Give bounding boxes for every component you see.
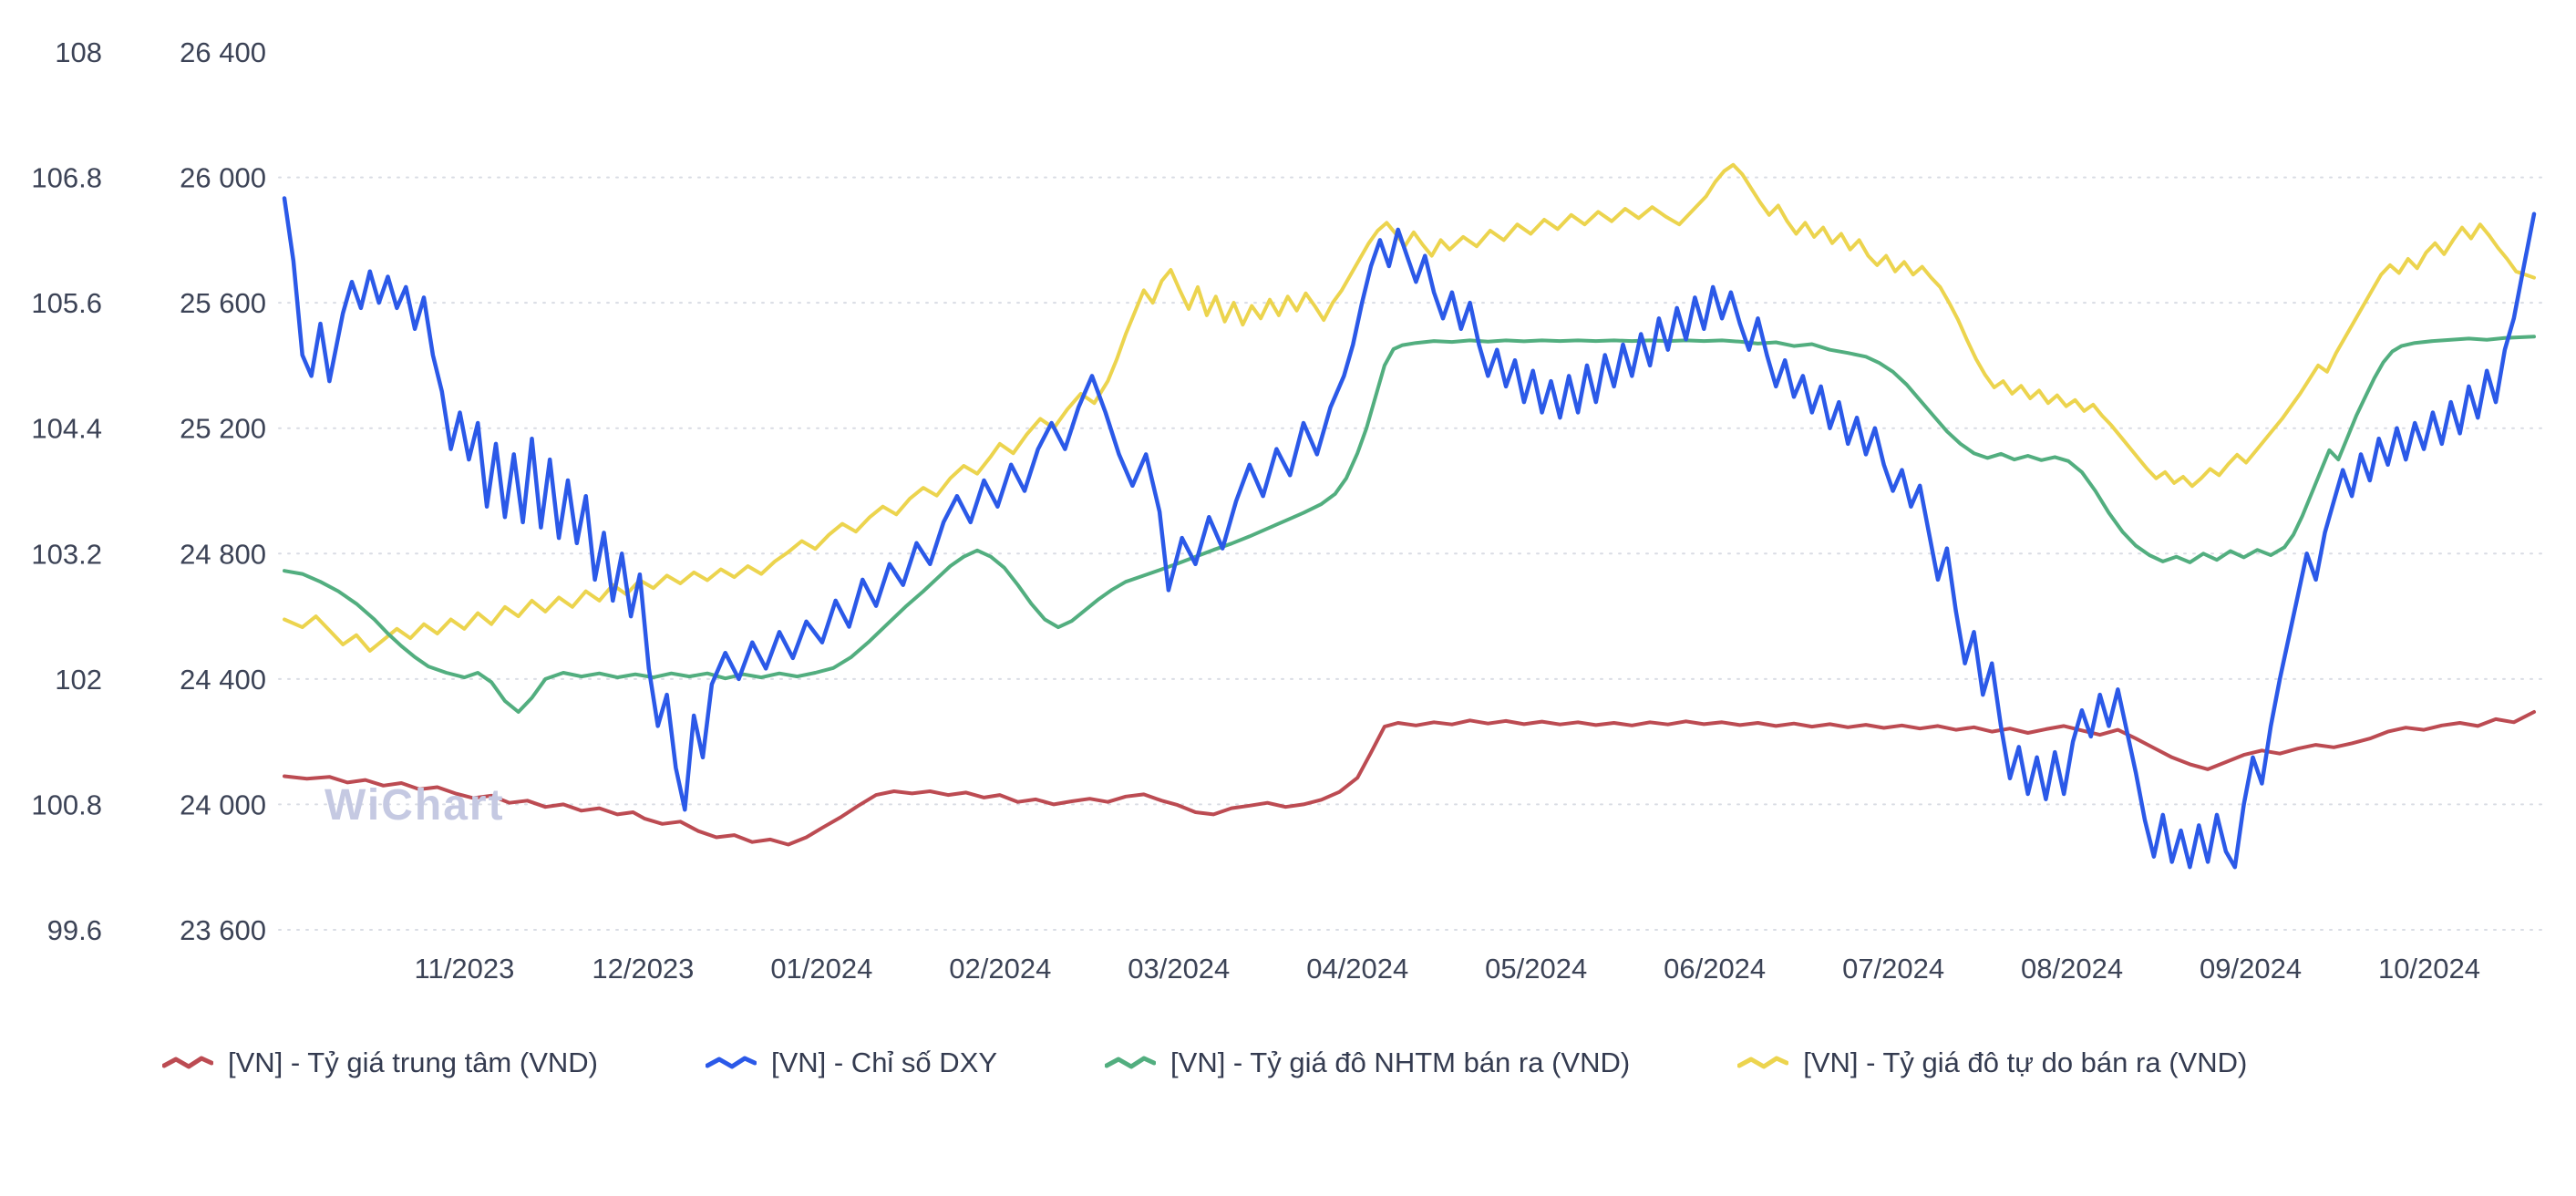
- series-line-bank-sell-rate: [283, 335, 2536, 714]
- y-tick-vnd: 26 400: [180, 36, 266, 68]
- x-tick-label: 07/2024: [1842, 953, 1944, 985]
- y-tick-dxy: 102: [55, 664, 102, 696]
- legend-item-free-market-sell-rate[interactable]: [VN] - Tỷ giá đô tự do bán ra (VND): [1737, 1046, 2247, 1079]
- legend-label-bank-sell-rate: [VN] - Tỷ giá đô NHTM bán ra (VND): [1170, 1046, 1631, 1078]
- series-line-dxy-index: [282, 196, 2537, 870]
- y-tick-dxy: 105.6: [31, 287, 102, 319]
- series-line-free-market-sell-rate: [283, 162, 2536, 653]
- legend-item-bank-sell-rate[interactable]: [VN] - Tỷ giá đô NHTM bán ra (VND): [1105, 1046, 1630, 1079]
- y-tick-vnd: 26 000: [180, 162, 266, 194]
- legend-label-central-rate: [VN] - Tỷ giá trung tâm (VND): [228, 1046, 598, 1078]
- x-tick-label: 06/2024: [1664, 953, 1766, 985]
- y-tick-vnd: 24 800: [180, 538, 266, 570]
- x-tick-label: 11/2023: [415, 953, 515, 985]
- x-tick-label: 12/2023: [592, 953, 694, 985]
- y-tick-dxy: 106.8: [31, 162, 102, 194]
- wichart-watermark: WiChart: [325, 781, 505, 830]
- y-tick-vnd: 24 400: [180, 664, 266, 696]
- chart-legend: [VN] - Tỷ giá trung tâm (VND) [VN] - Chỉ…: [0, 1046, 2576, 1079]
- x-tick-label: 05/2024: [1485, 953, 1587, 985]
- legend-item-central-rate[interactable]: [VN] - Tỷ giá trung tâm (VND): [162, 1046, 598, 1079]
- legend-item-dxy-index[interactable]: [VN] - Chỉ số DXY: [705, 1046, 998, 1079]
- y-tick-vnd: 25 200: [180, 413, 266, 445]
- x-tick-label: 03/2024: [1128, 953, 1230, 985]
- legend-label-free-market-sell-rate: [VN] - Tỷ giá đô tự do bán ra (VND): [1803, 1046, 2248, 1078]
- x-tick-label: 10/2024: [2378, 953, 2480, 985]
- yellow-line-icon: [1737, 1056, 1789, 1069]
- x-tick-label: 09/2024: [2200, 953, 2302, 985]
- x-tick-label: 04/2024: [1306, 953, 1408, 985]
- x-tick-label: 01/2024: [770, 953, 872, 985]
- red-line-icon: [162, 1056, 213, 1069]
- green-line-icon: [1105, 1056, 1157, 1069]
- series-line-central-rate: [283, 710, 2536, 847]
- y-tick-dxy: 99.6: [47, 914, 102, 946]
- y-tick-dxy: 100.8: [31, 789, 102, 820]
- y-tick-vnd: 24 000: [180, 789, 266, 820]
- legend-label-dxy-index: [VN] - Chỉ số DXY: [770, 1046, 998, 1078]
- y-tick-dxy: 104.4: [31, 413, 102, 445]
- y-tick-dxy: 108: [55, 36, 102, 68]
- y-tick-vnd: 25 600: [180, 287, 266, 319]
- y-tick-vnd: 23 600: [180, 914, 266, 946]
- x-tick-label: 02/2024: [949, 953, 1051, 985]
- x-tick-label: 08/2024: [2021, 953, 2123, 985]
- y-tick-dxy: 103.2: [31, 538, 102, 570]
- blue-line-icon: [705, 1056, 757, 1069]
